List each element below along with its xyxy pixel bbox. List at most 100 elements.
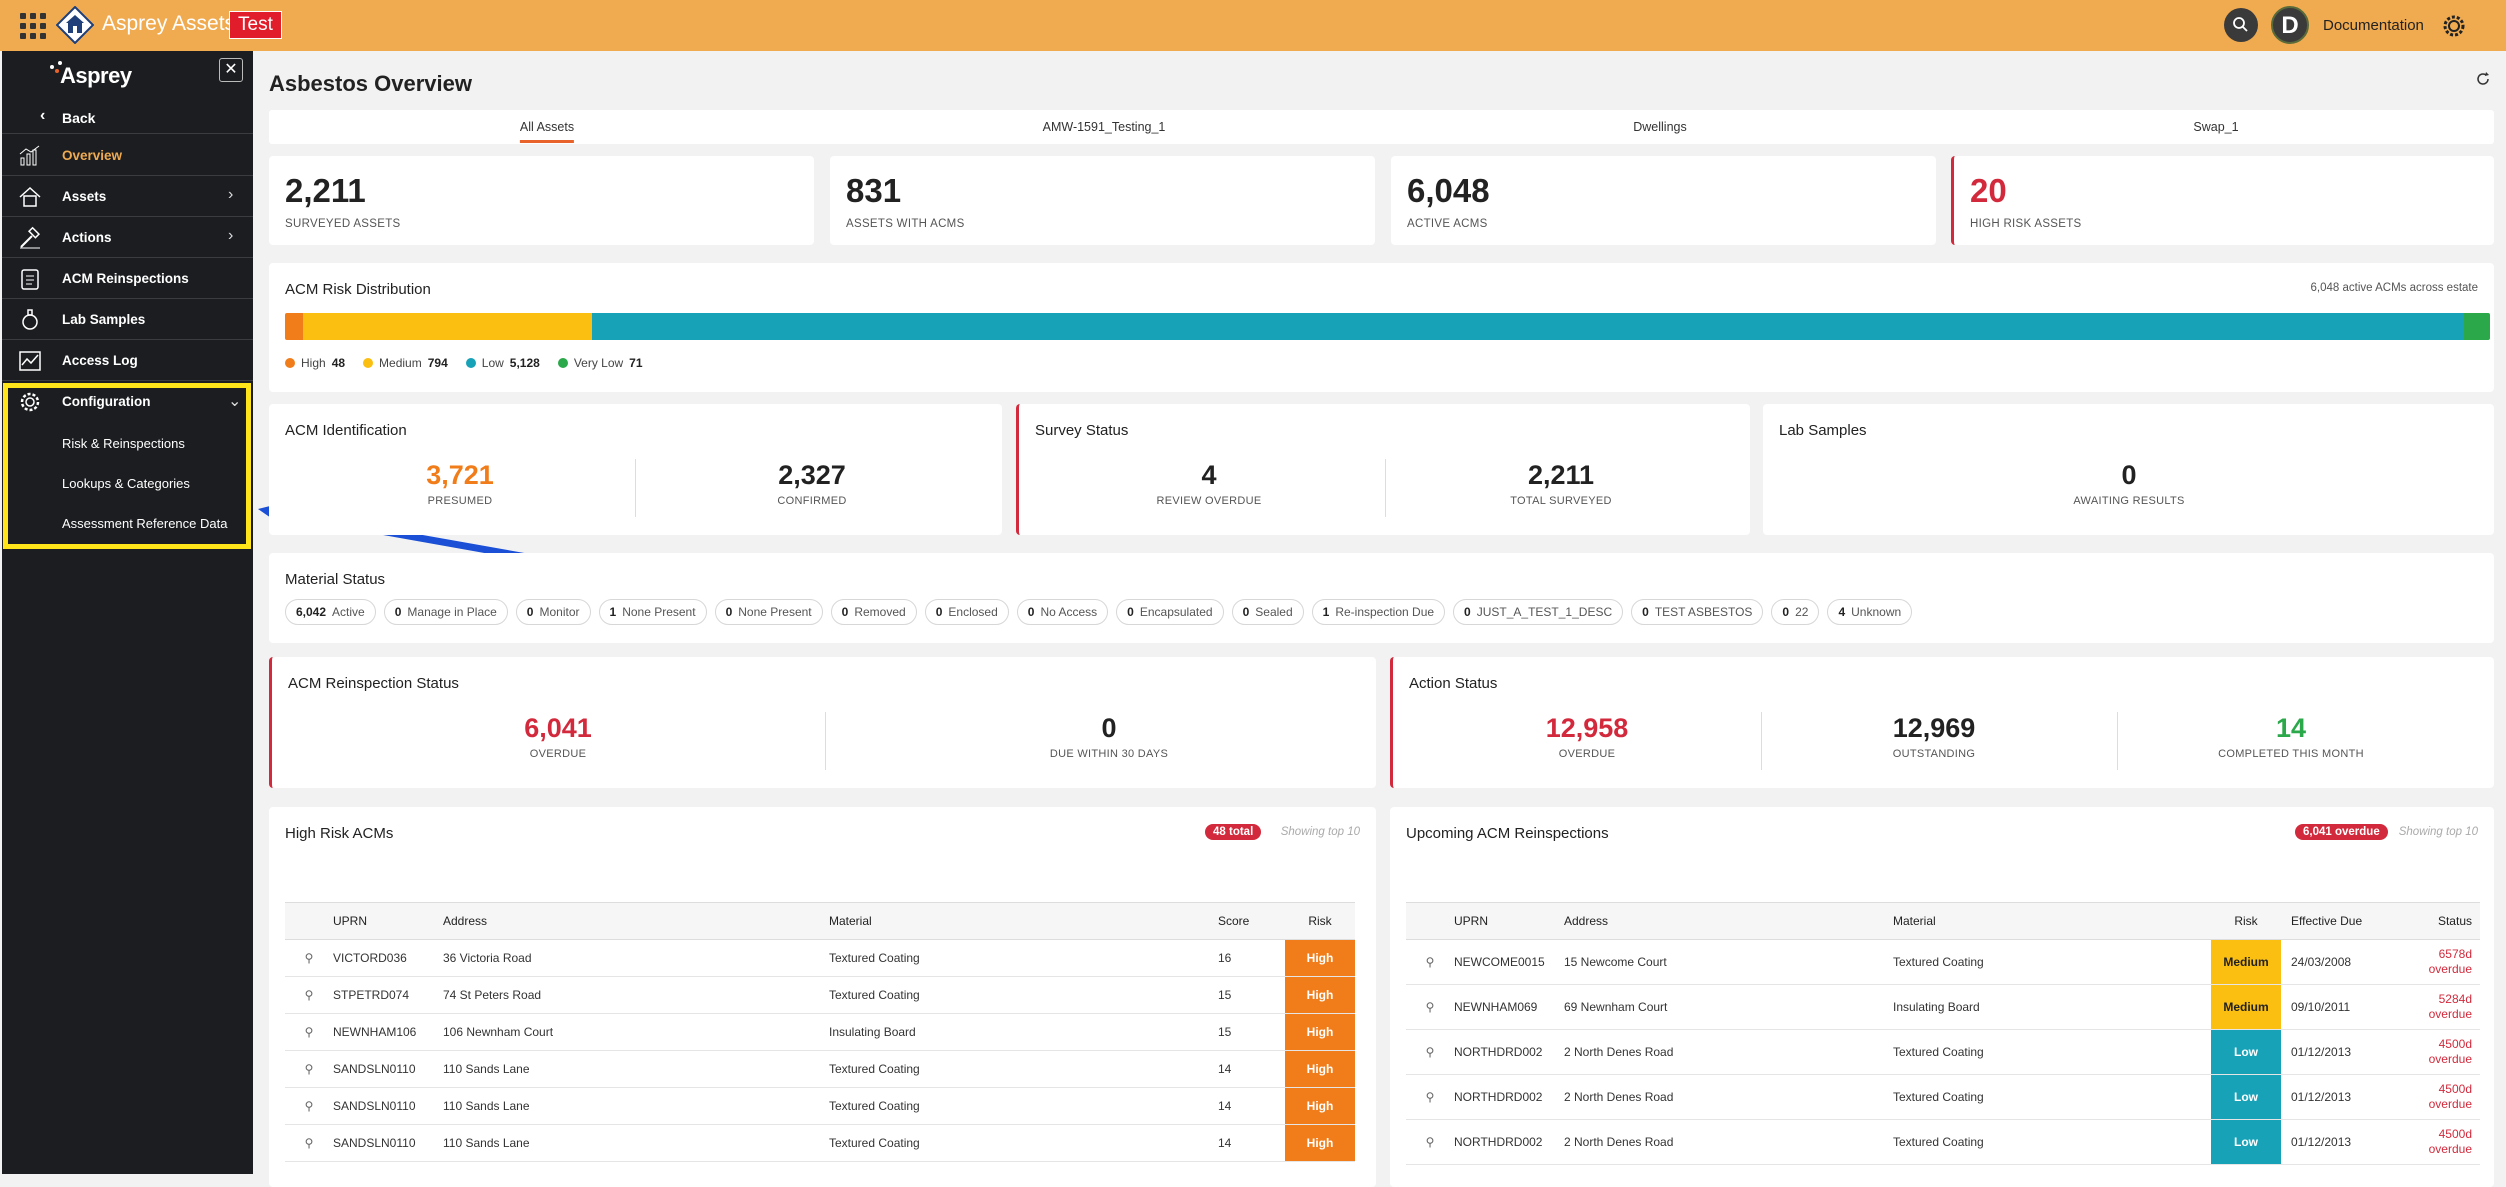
status-chip[interactable]: 0 Manage in Place xyxy=(383,599,508,625)
high-risk-acms-card: High Risk ACMs 48 total Showing top 10 U… xyxy=(269,807,1376,1187)
search-icon[interactable]: ⚲ xyxy=(285,1013,333,1051)
sidebar-item-configuration[interactable]: Configuration ⌄ xyxy=(2,381,253,422)
cell-material: Textured Coating xyxy=(829,1050,1218,1088)
asprey-logo-icon xyxy=(50,61,62,73)
search-icon[interactable]: ⚲ xyxy=(285,1050,333,1088)
search-icon[interactable]: ⚲ xyxy=(1406,939,1454,985)
search-icon[interactable]: ⚲ xyxy=(285,1087,333,1125)
kpi-completed-this-month: 14 COMPLETED THIS MONTH xyxy=(2218,713,2364,760)
sidebar-subitem-assessment-reference-data[interactable]: Assessment Reference Data xyxy=(62,516,228,531)
status-chip[interactable]: 0 No Access xyxy=(1016,599,1109,625)
documentation-link[interactable]: Documentation xyxy=(2323,17,2424,34)
search-icon[interactable]: ⚲ xyxy=(1406,1119,1454,1165)
table-row[interactable]: ⚲ SANDSLN0110 110 Sands Lane Textured Coati… xyxy=(285,1087,1355,1125)
high-risk-table: UPRN Address Material Score Risk ⚲ VICTOR… xyxy=(285,902,1355,1162)
section-title: Action Status xyxy=(1409,675,1498,692)
user-avatar[interactable]: D xyxy=(2271,6,2309,44)
table-row[interactable]: ⚲ SANDSLN0110 110 Sands Lane Textured Coati… xyxy=(285,1050,1355,1088)
cell-score: 15 xyxy=(1218,1013,1285,1051)
settings-gear-icon[interactable] xyxy=(2439,11,2469,41)
tab-dwellings[interactable]: Dwellings xyxy=(1633,120,1687,134)
hammer-icon xyxy=(20,226,41,249)
table-row[interactable]: ⚲ STPETRD074 74 St Peters Road Textured Coa… xyxy=(285,976,1355,1014)
status-chip[interactable]: 0 Monitor xyxy=(515,599,591,625)
sidebar-subitem-lookups-categories[interactable]: Lookups & Categories xyxy=(62,476,190,491)
cell-uprn: NEWNHAM069 xyxy=(1454,984,1564,1030)
stat-label: ASSETS WITH ACMS xyxy=(846,218,965,230)
status-chip[interactable]: 0 Sealed xyxy=(1231,599,1304,625)
back-button[interactable]: ‹ Back xyxy=(2,100,253,134)
search-icon[interactable]: ⚲ xyxy=(1406,984,1454,1030)
search-icon[interactable]: ⚲ xyxy=(285,976,333,1014)
refresh-icon[interactable] xyxy=(2475,71,2491,87)
apps-grid-icon[interactable] xyxy=(20,13,46,39)
home-logo-icon[interactable] xyxy=(56,6,94,44)
status-chip[interactable]: 0 Removed xyxy=(830,599,917,625)
status-chip[interactable]: 0 TEST ASBESTOS xyxy=(1631,599,1764,625)
table-row[interactable]: ⚲ NORTHDRD002 2 North Denes Road Textured C… xyxy=(1406,1029,2480,1075)
status-chip[interactable]: 1 Re-inspection Due xyxy=(1311,599,1446,625)
cell-score: 15 xyxy=(1218,976,1285,1014)
kpi-awaiting-results: 0 AWAITING RESULTS xyxy=(2073,460,2185,507)
risk-badge: Low xyxy=(2211,1074,2281,1120)
cell-status: 6578d overdue xyxy=(2403,939,2480,985)
status-chip[interactable]: 0 22 xyxy=(1771,599,1820,625)
environment-badge: Test xyxy=(229,11,282,39)
legend-very-low: Very Low 71 xyxy=(557,356,643,370)
status-chip[interactable]: 6,042 Active xyxy=(285,599,376,625)
risk-badge: Medium xyxy=(2211,939,2281,985)
table-row[interactable]: ⚲ SANDSLN0110 110 Sands Lane Textured Coati… xyxy=(285,1124,1355,1162)
sidebar-item-overview[interactable]: Overview xyxy=(2,135,253,176)
status-chip[interactable]: 4 Unknown xyxy=(1827,599,1913,625)
risk-badge: High xyxy=(1285,1050,1355,1088)
tab-all-assets[interactable]: All Assets xyxy=(519,120,575,143)
sidebar-item-access-log[interactable]: Access Log xyxy=(2,340,253,381)
sidebar-item-lab-samples[interactable]: Lab Samples xyxy=(2,299,253,340)
cell-address: 69 Newnham Court xyxy=(1564,984,1893,1030)
table-row[interactable]: ⚲ NORTHDRD002 2 North Denes Road Textured C… xyxy=(1406,1074,2480,1120)
table-row[interactable]: ⚲ NORTHDRD002 2 North Denes Road Textured C… xyxy=(1406,1119,2480,1165)
search-button[interactable] xyxy=(2224,8,2258,42)
section-title: Survey Status xyxy=(1035,422,1129,439)
sidebar-item-acm-reinspections[interactable]: ACM Reinspections xyxy=(2,258,253,299)
table-row[interactable]: ⚲ NEWNHAM069 69 Newnham Court Insulating Bo… xyxy=(1406,984,2480,1030)
chevron-right-icon: › xyxy=(228,186,234,203)
status-chip[interactable]: 0 JUST_A_TEST_1_DESC xyxy=(1453,599,1624,625)
search-icon xyxy=(2233,17,2248,32)
status-chip[interactable]: 0 Enclosed xyxy=(924,599,1009,625)
risk-badge: Medium xyxy=(2211,984,2281,1030)
sidebar-item-actions[interactable]: Actions › xyxy=(2,217,253,258)
sidebar-item-assets[interactable]: Assets › xyxy=(2,176,253,217)
status-chip[interactable]: 0 Encapsulated xyxy=(1116,599,1224,625)
kpi-reinspection-overdue: 6,041 OVERDUE xyxy=(524,713,592,760)
table-row[interactable]: ⚲ NEWNHAM106 106 Newnham Court Insulating B… xyxy=(285,1013,1355,1051)
search-icon[interactable]: ⚲ xyxy=(285,1124,333,1162)
cell-material: Textured Coating xyxy=(1893,1119,2211,1165)
sidebar-subitem-risk-reinspections[interactable]: Risk & Reinspections xyxy=(62,436,185,451)
cell-effective-due: 09/10/2011 xyxy=(2281,984,2403,1030)
tab-swap-1[interactable]: Swap_1 xyxy=(2193,120,2239,134)
close-sidebar-button[interactable]: ✕ xyxy=(219,58,243,82)
sidebar-item-label: ACM Reinspections xyxy=(62,271,189,286)
page-title: Asbestos Overview xyxy=(269,71,472,96)
tab-amw-1591-testing[interactable]: AMW-1591_Testing_1 xyxy=(1042,120,1166,134)
table-row[interactable]: ⚲ NEWCOME0015 15 Newcome Court Textured Coa… xyxy=(1406,939,2480,985)
status-chip[interactable]: 0 None Present xyxy=(714,599,823,625)
risk-distribution-meta: 6,048 active ACMs across estate xyxy=(2310,282,2478,294)
sidebar: Asprey ✕ ‹ Back Overview Assets › Action… xyxy=(2,51,253,1174)
sidebar-item-label: Overview xyxy=(62,148,123,163)
stat-card-active-acms: 6,048 ACTIVE ACMS xyxy=(1391,156,1936,245)
back-label: Back xyxy=(62,110,96,126)
table-row[interactable]: ⚲ VICTORD036 36 Victoria Road Textured Coat… xyxy=(285,939,1355,977)
legend-low: Low 5,128 xyxy=(465,356,540,370)
risk-badge: Low xyxy=(2211,1029,2281,1075)
section-title: Upcoming ACM Reinspections xyxy=(1406,825,1609,842)
kpi-actions-outstanding: 12,969 OUTSTANDING xyxy=(1892,713,1976,760)
search-icon[interactable]: ⚲ xyxy=(1406,1074,1454,1120)
risk-badge: High xyxy=(1285,939,1355,977)
status-chip[interactable]: 1 None Present xyxy=(598,599,707,625)
search-icon[interactable]: ⚲ xyxy=(1406,1029,1454,1075)
cell-address: 15 Newcome Court xyxy=(1564,939,1893,985)
search-icon[interactable]: ⚲ xyxy=(285,939,333,977)
cell-address: 110 Sands Lane xyxy=(443,1124,829,1162)
